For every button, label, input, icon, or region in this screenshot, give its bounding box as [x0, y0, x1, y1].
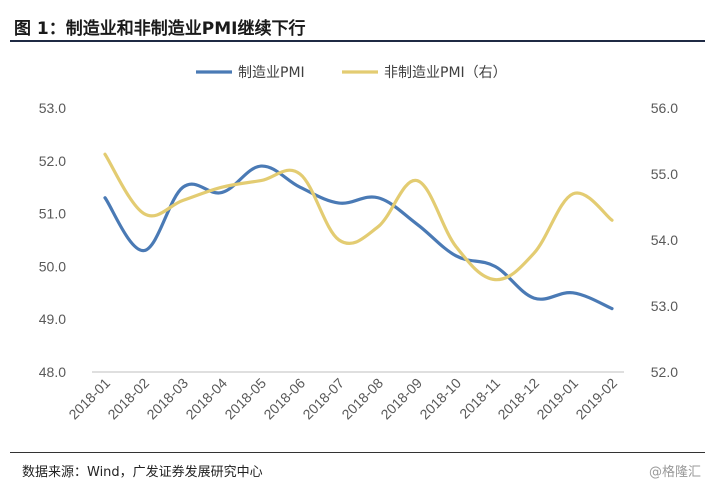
x-tick-label: 2018-07 — [299, 375, 347, 423]
y-right-tick-label: 52.0 — [651, 364, 678, 380]
y-right-tick-label: 53.0 — [651, 298, 678, 314]
x-tick-label: 2018-06 — [260, 375, 308, 423]
x-tick-label: 2018-09 — [377, 375, 425, 423]
y-left-tick-label: 49.0 — [39, 311, 66, 327]
x-tick-label: 2018-12 — [494, 375, 542, 423]
figure-title: 图 1：制造业和非制造业PMI继续下行 — [14, 19, 306, 39]
data-source-note: 数据来源：Wind，广发证券发展研究中心 — [22, 465, 263, 480]
x-tick-label: 2018-01 — [65, 375, 113, 423]
y-left-tick-label: 50.0 — [39, 258, 66, 274]
figure-title-bar: 图 1：制造业和非制造业PMI继续下行 — [10, 8, 705, 39]
series-line-manufacturing — [103, 164, 614, 311]
y-left-tick-label: 53.0 — [39, 100, 66, 116]
y-left-tick-label: 51.0 — [39, 206, 66, 222]
x-tick-label: 2018-05 — [221, 375, 269, 423]
x-tick-label: 2019-02 — [572, 375, 620, 423]
title-divider — [10, 40, 705, 42]
y-right-tick-label: 55.0 — [651, 166, 678, 182]
series-line-non-manufacturing — [103, 152, 614, 282]
x-tick-label: 2018-08 — [338, 375, 386, 423]
legend-label: 非制造业PMI（右） — [384, 65, 507, 81]
watermark: @格隆汇 — [648, 465, 701, 480]
x-tick-label: 2018-11 — [456, 375, 503, 422]
y-right-tick-label: 54.0 — [651, 232, 678, 248]
y-left-tick-label: 48.0 — [39, 364, 66, 380]
x-tick-label: 2018-03 — [143, 375, 191, 423]
legend-label: 制造业PMI — [238, 65, 305, 81]
x-tick-label: 2019-01 — [533, 375, 581, 423]
pmi-line-chart: 48.0 49.0 50.0 51.0 52.0 53.0 52.0 53.0 54.0 55.0… — [39, 65, 678, 423]
y-left-tick-label: 52.0 — [39, 153, 66, 169]
x-tick-label: 2018-02 — [104, 375, 152, 423]
y-right-tick-label: 56.0 — [651, 100, 678, 116]
x-tick-label: 2018-10 — [416, 375, 464, 423]
x-tick-label: 2018-04 — [182, 375, 230, 423]
footer-divider — [10, 452, 705, 453]
